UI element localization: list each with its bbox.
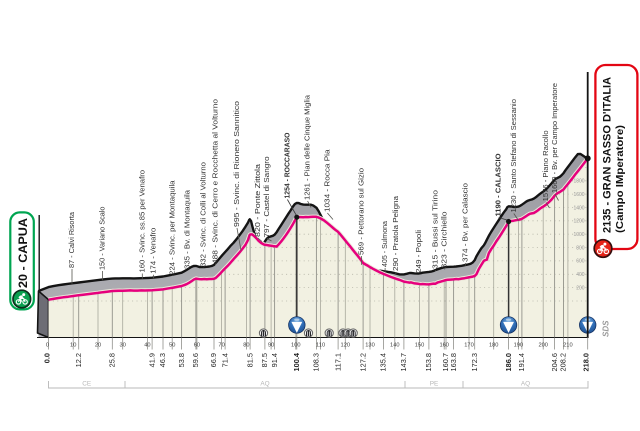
svg-text:0: 0 <box>46 343 49 349</box>
svg-text:1230 - Santo Stefano di Sessan: 1230 - Santo Stefano di Sessanio <box>509 99 518 213</box>
svg-text:71.4: 71.4 <box>220 353 229 367</box>
svg-text:1000: 1000 <box>573 232 584 238</box>
svg-text:30: 30 <box>120 343 126 349</box>
svg-text:50: 50 <box>169 343 175 349</box>
svg-text:335 - Bv. di Montaquila: 335 - Bv. di Montaquila <box>182 189 191 269</box>
svg-text:1576 - Piano Racollo: 1576 - Piano Racollo <box>541 130 550 201</box>
svg-text:600: 600 <box>576 259 585 265</box>
svg-text:180: 180 <box>489 343 499 349</box>
svg-text:59.6: 59.6 <box>191 353 200 367</box>
svg-text:0.0: 0.0 <box>43 353 52 363</box>
svg-text:186.0: 186.0 <box>504 353 513 372</box>
svg-text:127.2: 127.2 <box>358 353 367 372</box>
svg-text:290 - Pratola Peligna: 290 - Pratola Peligna <box>391 195 400 271</box>
svg-text:70: 70 <box>218 343 224 349</box>
svg-text:374 - Bv. per Calascio: 374 - Bv. per Calascio <box>460 183 469 262</box>
svg-text:40: 40 <box>144 343 150 349</box>
svg-text:12.2: 12.2 <box>74 353 83 367</box>
svg-text:800: 800 <box>576 245 585 251</box>
svg-text:53.8: 53.8 <box>177 353 186 367</box>
svg-text:(Campo IMperatore): (Campo IMperatore) <box>614 125 626 233</box>
svg-text:20 - CAPUA: 20 - CAPUA <box>16 218 30 288</box>
svg-text:100: 100 <box>291 343 301 349</box>
svg-text:1254 - ROCCARASO: 1254 - ROCCARASO <box>282 132 291 198</box>
svg-text:66.9: 66.9 <box>209 353 218 367</box>
svg-text:AQ: AQ <box>260 381 269 388</box>
svg-text:1669 - Bv. per Campo Imperator: 1669 - Bv. per Campo Imperatore <box>550 83 559 193</box>
svg-text:172.3: 172.3 <box>470 353 479 372</box>
svg-text:117.1: 117.1 <box>333 353 342 371</box>
svg-text:332 - Svinc. di Colli al Voltu: 332 - Svinc. di Colli al Volturno <box>198 162 207 267</box>
svg-text:160: 160 <box>439 343 449 349</box>
svg-text:218.0: 218.0 <box>582 353 591 372</box>
svg-text:1261 - Pian delle Cinque Migli: 1261 - Pian delle Cinque Miglia <box>303 94 312 200</box>
svg-text:SDS: SDS <box>602 320 611 337</box>
svg-text:400: 400 <box>576 272 585 278</box>
svg-text:110: 110 <box>316 343 325 349</box>
svg-text:160 - Svinc. ss.85 per Venafro: 160 - Svinc. ss.85 per Venafro <box>137 170 146 273</box>
svg-text:120: 120 <box>341 343 351 349</box>
svg-text:405 - Sulmona: 405 - Sulmona <box>380 220 389 267</box>
svg-text:204.6: 204.6 <box>550 353 559 372</box>
svg-text:1600: 1600 <box>573 192 584 198</box>
svg-text:130: 130 <box>365 343 375 349</box>
svg-text:170: 170 <box>464 343 474 349</box>
svg-text:46.3: 46.3 <box>158 353 167 367</box>
svg-text:1400: 1400 <box>573 205 584 211</box>
svg-text:90: 90 <box>268 343 274 349</box>
svg-text:200: 200 <box>576 285 585 291</box>
svg-text:488 - Svinc. di Cerro e Rocche: 488 - Svinc. di Cerro e Rocchetta al Vol… <box>211 99 220 264</box>
svg-text:208.2: 208.2 <box>559 353 568 372</box>
svg-text:20: 20 <box>95 343 101 349</box>
svg-text:10: 10 <box>70 343 76 349</box>
svg-text:135.4: 135.4 <box>379 353 388 372</box>
svg-text:2135 - GRAN SASSO D'ITALIA: 2135 - GRAN SASSO D'ITALIA <box>602 77 614 233</box>
svg-text:80: 80 <box>243 343 249 349</box>
svg-text:41.9: 41.9 <box>147 353 156 367</box>
svg-text:174 - Venafro: 174 - Venafro <box>149 228 158 274</box>
svg-text:CE: CE <box>82 381 91 388</box>
svg-text:224 - Svinc. per Montaquila: 224 - Svinc. per Montaquila <box>167 180 176 275</box>
svg-text:323 - Circhiello: 323 - Circhiello <box>440 212 449 269</box>
svg-text:143.7: 143.7 <box>399 353 408 372</box>
svg-text:140: 140 <box>390 343 400 349</box>
svg-text:315 - Bussi sul Tirino: 315 - Bussi sul Tirino <box>430 190 439 269</box>
svg-text:190: 190 <box>514 343 524 349</box>
svg-text:797 - Castel di Sangro: 797 - Castel di Sangro <box>262 157 271 238</box>
svg-text:AQ: AQ <box>521 381 530 388</box>
svg-text:1190 - CALASCIO: 1190 - CALASCIO <box>494 153 503 216</box>
svg-text:210: 210 <box>563 343 573 349</box>
svg-text:163.8: 163.8 <box>449 353 458 372</box>
svg-text:569 - Pettorano sul Gizio: 569 - Pettorano sul Gizio <box>357 168 366 255</box>
svg-text:87 - Calvi Risorta: 87 - Calvi Risorta <box>67 211 76 268</box>
svg-text:1200: 1200 <box>573 219 584 225</box>
svg-text:191.4: 191.4 <box>517 353 526 372</box>
svg-text:PE: PE <box>430 381 439 388</box>
svg-text:995 - Svinc. di Rionero Sannit: 995 - Svinc. di Rionero Sannitico <box>232 101 241 227</box>
svg-text:81.5: 81.5 <box>245 353 254 367</box>
svg-text:153.8: 153.8 <box>424 353 433 372</box>
svg-text:249 - Popoli: 249 - Popoli <box>414 230 423 273</box>
svg-text:60: 60 <box>194 343 200 349</box>
svg-text:108.3: 108.3 <box>312 353 321 372</box>
svg-text:87.5: 87.5 <box>260 353 269 367</box>
svg-text:150: 150 <box>415 343 425 349</box>
svg-text:820 - Ponte Zittola: 820 - Ponte Zittola <box>253 163 262 237</box>
svg-text:25.8: 25.8 <box>108 353 117 367</box>
svg-text:100.4: 100.4 <box>292 352 301 371</box>
svg-text:1800: 1800 <box>573 179 584 185</box>
svg-text:1034 - Rocca Pia: 1034 - Rocca Pia <box>322 149 331 212</box>
svg-text:160.7: 160.7 <box>441 353 450 372</box>
svg-text:91.4: 91.4 <box>270 353 279 367</box>
svg-text:150 - Variano Scalo: 150 - Variano Scalo <box>98 207 107 271</box>
svg-text:200: 200 <box>538 343 548 349</box>
